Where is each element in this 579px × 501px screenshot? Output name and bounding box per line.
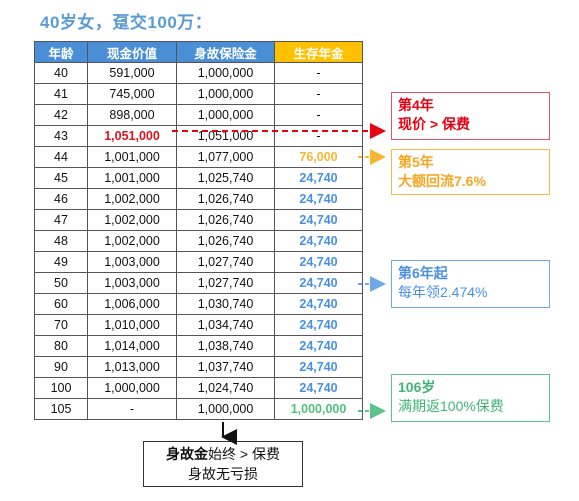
header-death-benefit: 身故保险金 [176,41,275,63]
cell-age: 48 [34,230,88,252]
table-row: 48 1,002,000 1,026,740 24,740 [34,230,363,252]
cell-death-benefit: 1,025,740 [176,167,275,189]
cell-death-benefit: 1,027,740 [176,272,275,294]
header-age: 年龄 [34,41,88,63]
cell-death-benefit: 1,026,740 [176,230,275,252]
cell-annuity: 24,740 [274,335,363,357]
cell-age: 105 [34,398,88,420]
callout-year5-title: 第5年 [398,154,434,170]
cell-age: 43 [34,125,88,147]
table-row: 105-1,000,000 1,000,000 [34,398,363,420]
note-line2: 身故无亏损 [188,466,258,482]
table-row: 40 591,000 1,000,000- [34,62,363,84]
cell-age: 42 [34,104,88,126]
callout-year4-text: 现价 > 保费 [398,116,470,132]
cell-age: 90 [34,356,88,378]
cell-death-benefit: 1,038,740 [176,335,275,357]
benefit-table: 年龄 现金价值 身故保险金 生存年金 40 591,000 1,000,000-41… [34,41,363,420]
table-row: 49 1,003,000 1,027,740 24,740 [34,251,363,273]
callout-year5-text: 大额回流7.6% [398,173,486,189]
table-row: 100 1,000,000 1,024,740 24,740 [34,377,363,399]
cell-annuity: 24,740 [274,209,363,231]
cell-cash-value: 1,001,000 [87,146,177,168]
header-cash-value: 现金价值 [87,41,177,63]
table-row: 50 1,003,000 1,027,740 24,740 [34,272,363,294]
cell-cash-value: 1,013,000 [87,356,177,378]
table-row: 45 1,001,000 1,025,740 24,740 [34,167,363,189]
cell-annuity: 1,000,000 [274,398,363,420]
callout-year4: 第4年 现价 > 保费 [391,92,550,140]
cell-age: 40 [34,62,88,84]
table-row: 42 898,000 1,000,000- [34,104,363,126]
cell-age: 44 [34,146,88,168]
table-header-row: 年龄 现金价值 身故保险金 生存年金 [34,41,363,63]
callout-age106-title: 106岁 [398,379,436,395]
header-annuity: 生存年金 [274,41,363,63]
cell-annuity: 24,740 [274,167,363,189]
cell-death-benefit: 1,000,000 [176,83,275,105]
table-row: 47 1,002,000 1,026,740 24,740 [34,209,363,231]
callout-year6: 第6年起 每年领2.474% [391,260,550,308]
cell-death-benefit: 1,051,000 [176,125,275,147]
cell-cash-value: 1,002,000 [87,209,177,231]
cell-cash-value: 1,001,000 [87,167,177,189]
note-bold-text: 身故金 [166,446,209,462]
note-line1-rest: 始终 > 保费 [208,446,280,462]
callout-year6-text: 每年领2.474% [398,284,488,300]
cell-death-benefit: 1,000,000 [176,62,275,84]
cell-cash-value: 1,002,000 [87,188,177,210]
page-title: 40岁女，趸交100万： [40,13,213,32]
table-row: 44 1,001,000 1,077,000 76,000 [34,146,363,168]
cell-cash-value: 898,000 [87,104,177,126]
cell-death-benefit: 1,030,740 [176,293,275,315]
callout-year5: 第5年 大额回流7.6% [391,149,550,195]
callout-year4-title: 第4年 [398,97,434,113]
death-benefit-note: 身故金始终 > 保费 身故无亏损 [143,441,303,487]
callout-year6-title: 第6年起 [398,265,448,281]
callout-age106: 106岁 满期返100%保费 [391,374,550,422]
cell-death-benefit: 1,000,000 [176,398,275,420]
callout-age106-text: 满期返100%保费 [398,398,504,414]
table-row: 41 745,000 1,000,000- [34,83,363,105]
